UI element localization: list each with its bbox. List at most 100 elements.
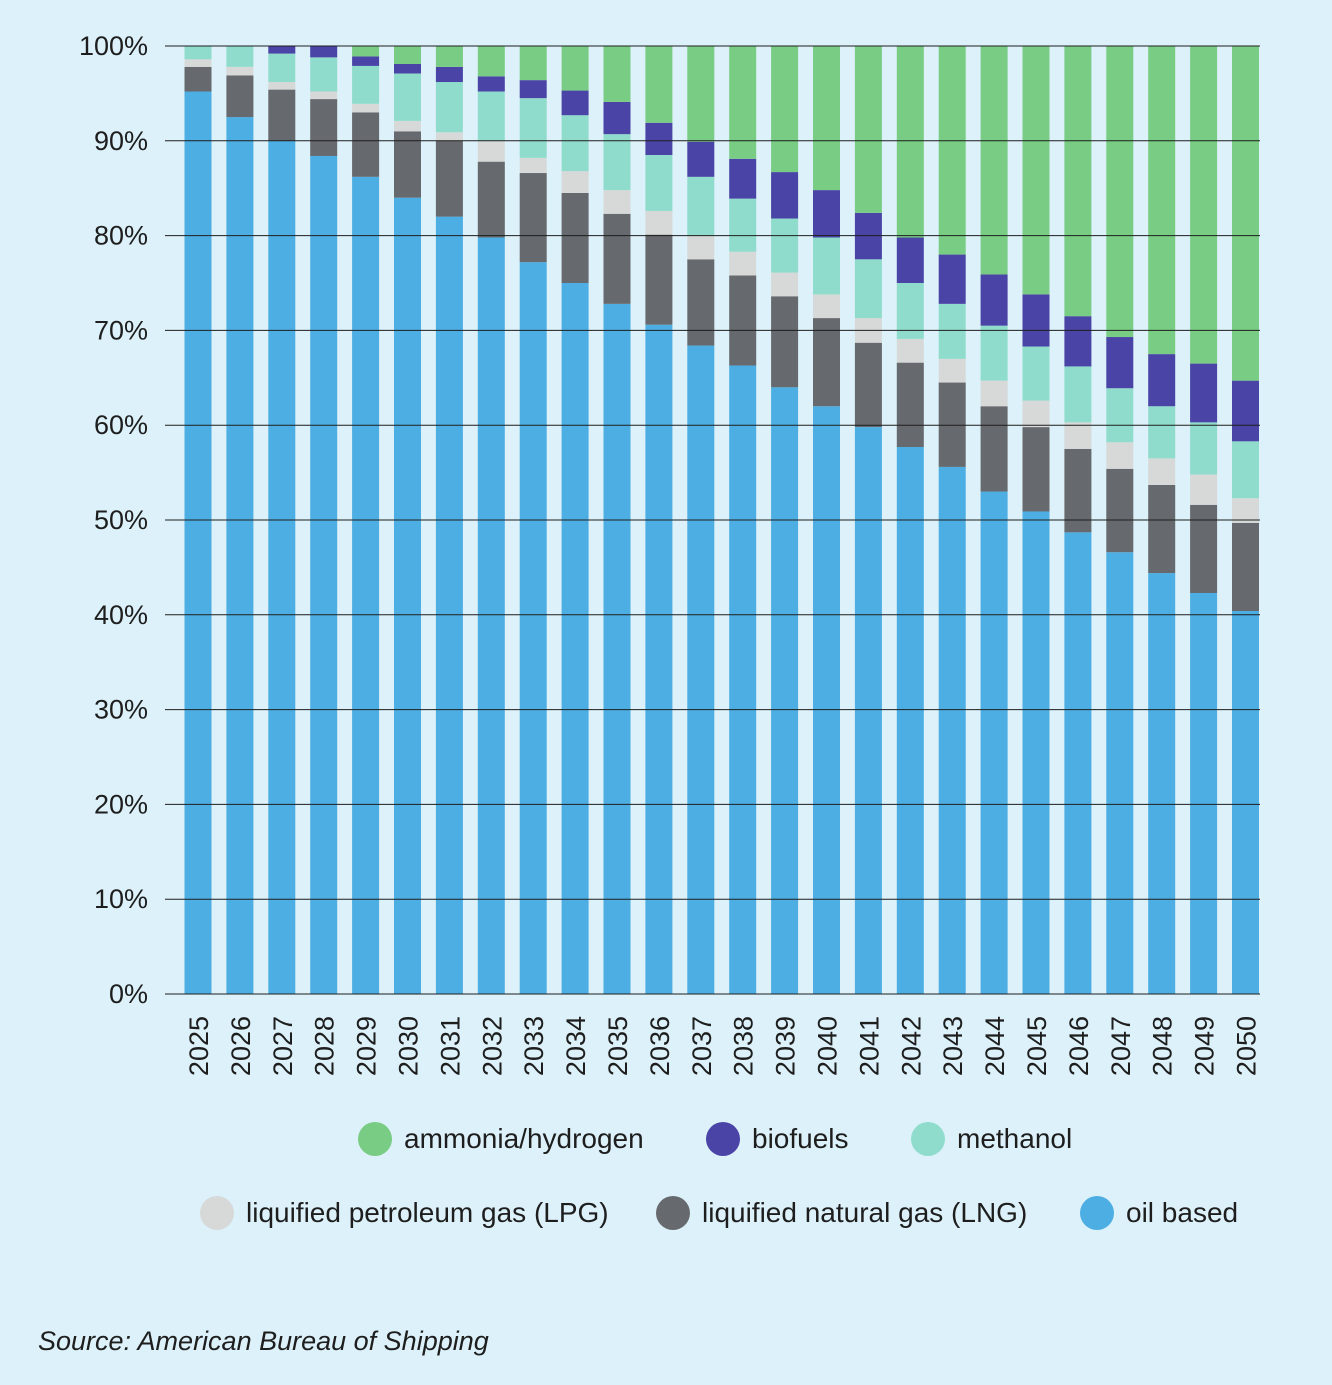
bar-segment-liquified-petroleum-gas-lpg-2037 [687, 235, 715, 260]
bar-segment-liquified-natural-gas-lng-2026 [226, 75, 254, 118]
bar-segment-liquified-petroleum-gas-lpg-2032 [477, 140, 505, 162]
bar-segment-methanol-2028 [310, 57, 338, 92]
bar-segment-liquified-petroleum-gas-lpg-2026 [226, 66, 254, 76]
bar-segment-biofuels-2033 [519, 80, 547, 99]
legend-swatch-ammonia-hydrogen [358, 1122, 392, 1156]
x-tick-label-2033: 2033 [519, 1016, 549, 1076]
bar-segment-biofuels-2036 [645, 122, 673, 156]
bar-segment-ammonia-hydrogen-2036 [645, 46, 673, 123]
bar-segment-liquified-petroleum-gas-lpg-2044 [980, 380, 1008, 407]
y-tick-label-50: 50% [94, 505, 148, 535]
bar-segment-biofuels-2028 [310, 46, 338, 58]
bar-segment-methanol-2048 [1148, 406, 1176, 459]
bar-segment-oil-based-2041 [854, 427, 882, 995]
bar-segment-ammonia-hydrogen-2033 [519, 46, 547, 81]
bar-segment-biofuels-2049 [1190, 363, 1218, 423]
x-tick-label-2029: 2029 [352, 1016, 382, 1076]
bar-segment-ammonia-hydrogen-2030 [394, 46, 421, 65]
y-tick-label-0: 0% [109, 979, 148, 1009]
bar-segment-oil-based-2031 [435, 216, 463, 994]
bar-segment-liquified-natural-gas-lng-2029 [352, 112, 380, 177]
bar-segment-oil-based-2046 [1064, 532, 1092, 994]
bar-segment-oil-based-2036 [645, 324, 673, 995]
bar-segment-liquified-petroleum-gas-lpg-2048 [1148, 458, 1176, 485]
bar-segment-oil-based-2042 [896, 447, 924, 994]
bar-segment-oil-based-2027 [268, 140, 296, 995]
bar-segment-methanol-2038 [729, 198, 757, 252]
bar-segment-oil-based-2039 [771, 387, 799, 994]
legend-swatch-lpg [200, 1196, 234, 1230]
bar-segment-biofuels-2027 [268, 46, 296, 54]
bar-segment-oil-based-2044 [980, 491, 1008, 994]
bar-segment-methanol-2037 [687, 176, 715, 236]
bar-segment-liquified-petroleum-gas-lpg-2047 [1106, 442, 1134, 469]
bar-segment-methanol-2040 [813, 237, 840, 295]
bar-segment-liquified-natural-gas-lng-2041 [854, 342, 882, 428]
bar-segment-methanol-2025 [184, 46, 212, 60]
bar-segment-oil-based-2033 [519, 262, 547, 994]
bar-segment-liquified-natural-gas-lng-2047 [1106, 468, 1134, 553]
x-tick-label-2034: 2034 [561, 1016, 591, 1076]
bar-segment-liquified-petroleum-gas-lpg-2038 [729, 251, 757, 276]
bar-segment-methanol-2043 [938, 303, 966, 359]
source-note: Source: American Bureau of Shipping [38, 1326, 489, 1356]
x-tick-label-2039: 2039 [771, 1016, 801, 1076]
bar-segment-oil-based-2029 [352, 176, 380, 994]
x-tick-label-2044: 2044 [980, 1016, 1010, 1076]
bar-segment-liquified-petroleum-gas-lpg-2027 [268, 82, 296, 90]
bar-segment-biofuels-2046 [1064, 316, 1092, 367]
x-tick-label-2030: 2030 [394, 1016, 424, 1076]
bar-segment-biofuels-2045 [1022, 294, 1050, 347]
bar-segment-liquified-natural-gas-lng-2033 [519, 173, 547, 263]
bar-segment-methanol-2030 [394, 73, 421, 121]
bar-segment-liquified-natural-gas-lng-2048 [1148, 484, 1176, 574]
x-tick-label-2043: 2043 [938, 1016, 968, 1076]
bar-segment-oil-based-2043 [938, 466, 966, 994]
x-tick-label-2050: 2050 [1232, 1016, 1262, 1076]
bar-segment-biofuels-2048 [1148, 354, 1176, 407]
x-tick-label-2041: 2041 [854, 1016, 884, 1076]
legend-item-biofuels: biofuels [706, 1122, 849, 1156]
bar-segment-ammonia-hydrogen-2029 [352, 46, 380, 57]
bar-segment-oil-based-2040 [813, 406, 840, 994]
bar-segment-biofuels-2038 [729, 158, 757, 199]
bar-segment-liquified-natural-gas-lng-2027 [268, 89, 296, 141]
bar-segment-oil-based-2034 [561, 283, 589, 994]
bar-segment-methanol-2034 [561, 115, 589, 172]
legend-swatch-methanol [911, 1122, 945, 1156]
bars-group [184, 46, 1259, 995]
bar-segment-liquified-petroleum-gas-lpg-2035 [603, 190, 631, 214]
bar-segment-biofuels-2040 [813, 190, 840, 238]
bar-segment-liquified-petroleum-gas-lpg-2046 [1064, 422, 1092, 449]
bar-segment-ammonia-hydrogen-2044 [980, 46, 1008, 275]
bar-segment-liquified-natural-gas-lng-2036 [645, 234, 673, 325]
x-tick-label-2048: 2048 [1148, 1016, 1178, 1076]
y-tick-label-10: 10% [94, 884, 148, 914]
bar-segment-liquified-natural-gas-lng-2037 [687, 259, 715, 346]
bar-segment-biofuels-2042 [896, 237, 924, 283]
legend-label-ammonia-hydrogen: ammonia/hydrogen [404, 1123, 644, 1154]
x-tick-label-2037: 2037 [687, 1016, 717, 1076]
bar-segment-biofuels-2044 [980, 274, 1008, 326]
bar-segment-liquified-petroleum-gas-lpg-2039 [771, 272, 799, 297]
stacked-bar-chart: 0% 10% 20% 30% 40% 50% 60% 70% 80% 90% 100% 2025 202… [79, 31, 1262, 1076]
bar-segment-methanol-2049 [1190, 422, 1218, 475]
bar-segment-ammonia-hydrogen-2046 [1064, 46, 1092, 317]
bar-segment-liquified-natural-gas-lng-2028 [310, 99, 338, 156]
y-tick-label-20: 20% [94, 789, 148, 819]
bar-segment-ammonia-hydrogen-2048 [1148, 46, 1176, 355]
bar-segment-oil-based-2025 [184, 91, 212, 994]
bar-segment-ammonia-hydrogen-2050 [1232, 46, 1259, 381]
bar-segment-ammonia-hydrogen-2037 [687, 46, 715, 142]
bar-segment-methanol-2039 [771, 218, 799, 273]
bar-segment-biofuels-2034 [561, 90, 589, 116]
legend-item-lpg: liquified petroleum gas (LPG) [200, 1196, 609, 1230]
legend-item-lng: liquified natural gas (LNG) [656, 1196, 1027, 1230]
bar-segment-liquified-petroleum-gas-lpg-2040 [813, 294, 840, 319]
x-tick-label-2042: 2042 [896, 1016, 926, 1076]
bar-segment-liquified-petroleum-gas-lpg-2042 [896, 338, 924, 363]
bar-segment-liquified-petroleum-gas-lpg-2031 [435, 132, 463, 141]
bar-segment-oil-based-2032 [477, 237, 505, 994]
x-tick-label-2047: 2047 [1106, 1016, 1136, 1076]
bar-segment-ammonia-hydrogen-2043 [938, 46, 966, 255]
